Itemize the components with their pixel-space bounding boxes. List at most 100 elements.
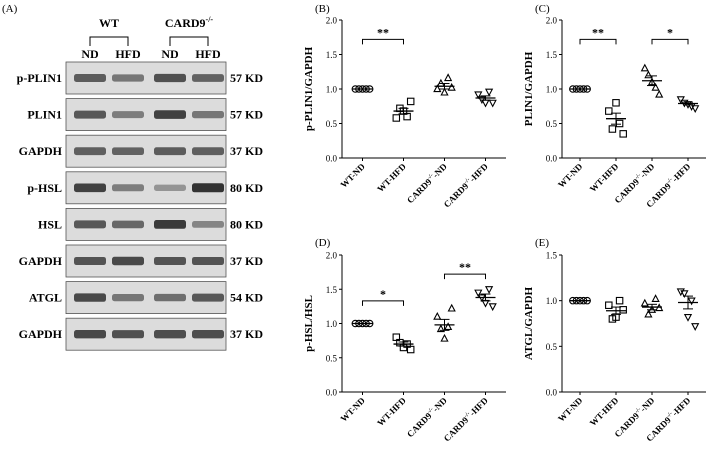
x-tick-label-text: -HFD: [467, 395, 490, 418]
blot-band: [154, 110, 186, 119]
blot-group-name: CARD9: [165, 16, 206, 30]
data-point-triangle-up: [655, 89, 664, 98]
data-point-triangle-down: [484, 88, 494, 97]
blot-row-kd: 54 KD: [230, 291, 263, 305]
blot-lane-label: HFD: [195, 47, 221, 61]
blot-band: [74, 183, 106, 193]
blot-group-bracket: [169, 36, 209, 46]
blot-band: [112, 111, 144, 119]
y-tick-label: 2.0: [546, 16, 558, 26]
blot-band: [192, 147, 224, 156]
significance-bracket: [579, 38, 617, 45]
x-tick-label-superscript: -/-: [666, 411, 674, 419]
x-tick-label: WT-ND: [556, 161, 585, 190]
data-point-triangle-down: [481, 99, 490, 108]
blot-row-label: ATGL: [29, 291, 62, 305]
x-tick-label-superscript: -/-: [634, 407, 642, 415]
data-point-square: [615, 296, 624, 305]
blot-row-kd: 80 KD: [230, 217, 263, 231]
blot-row-kd: 57 KD: [230, 108, 263, 122]
blot-band: [192, 330, 224, 339]
blot-band: [112, 330, 144, 339]
x-tick-label: WT-ND: [338, 395, 367, 424]
y-tick-label: 0.5: [326, 353, 338, 363]
x-tick-label-text: -HFD: [670, 161, 693, 184]
blot-band: [154, 184, 186, 191]
data-point-triangle-down: [474, 289, 483, 298]
blot-band: [154, 330, 186, 339]
blot-row-label: HSL: [38, 217, 62, 231]
data-point-triangle-down: [691, 105, 700, 114]
data-point-square: [612, 99, 620, 107]
data-point-triangle-down: [680, 290, 689, 299]
blot-group-label: WT: [99, 16, 119, 30]
blot-band: [154, 147, 186, 156]
y-tick-label: 1.0: [326, 85, 338, 95]
blot-band: [112, 294, 144, 302]
data-point-triangle-down: [683, 313, 693, 322]
blot-row-label: GAPDH: [19, 254, 63, 268]
x-tick-label: WT-HFD: [375, 395, 408, 428]
data-point-triangle-up: [433, 311, 442, 320]
blot-band: [74, 293, 106, 302]
data-point-triangle-down: [488, 303, 497, 312]
y-tick-label: 1.5: [326, 50, 338, 60]
blot-group-name: WT: [99, 16, 119, 30]
y-tick-label: 0.0: [546, 388, 558, 398]
x-tick-label: WT-ND: [338, 161, 367, 190]
data-point-triangle-up: [447, 82, 456, 91]
panel-label-e: (E): [535, 237, 549, 249]
data-point-triangle-up: [443, 73, 453, 82]
data-point-triangle-up: [447, 303, 456, 312]
significance-bracket: [651, 38, 689, 45]
x-tick-label: CARD9-/--HFD: [442, 161, 491, 210]
data-point-triangle-down: [488, 99, 497, 108]
blot-band: [192, 183, 224, 193]
data-point-square: [406, 97, 415, 106]
blot-group-bracket: [89, 36, 129, 46]
x-tick-label: WT-ND: [556, 395, 585, 424]
data-point-square: [605, 301, 613, 309]
x-tick-label-text: -HFD: [670, 395, 693, 418]
y-tick-label: 0.0: [326, 388, 338, 398]
blot-band: [154, 256, 186, 266]
blot-lane-label: ND: [81, 47, 99, 61]
blot-band: [74, 110, 106, 119]
y-axis-label: p-HSL/HSL: [303, 295, 315, 352]
blot-band: [154, 73, 186, 83]
blot-band: [112, 256, 144, 266]
x-tick-label: CARD9-/--ND: [405, 395, 449, 439]
data-point-square: [615, 119, 624, 128]
x-tick-label-superscript: -/-: [666, 177, 674, 185]
blot-row-label: p-PLIN1: [17, 71, 62, 85]
blot-row-label: PLIN1: [27, 108, 62, 122]
significance-label: **: [592, 25, 604, 39]
y-tick-label: 0.0: [326, 154, 338, 164]
data-point-square: [619, 306, 627, 314]
blot-band: [192, 256, 224, 266]
blot-band: [74, 147, 106, 156]
data-point-triangle-up: [443, 322, 453, 331]
blot-row-kd: 80 KD: [230, 181, 263, 195]
panel-label-d: (D): [315, 237, 331, 249]
panel-label-c: (C): [535, 3, 550, 15]
data-point-square: [619, 130, 627, 138]
data-point-triangle-down: [474, 91, 483, 100]
significance-label: **: [377, 25, 389, 39]
data-point-triangle-up: [440, 333, 449, 342]
x-tick-label: WT-HFD: [588, 395, 621, 428]
x-tick-label-superscript: -/-: [427, 407, 435, 415]
significance-label: **: [459, 260, 471, 274]
blot-band: [74, 256, 106, 266]
blot-band: [192, 74, 224, 82]
x-tick-label-superscript: -/-: [463, 411, 471, 419]
data-point-square: [406, 345, 415, 354]
x-tick-label-superscript: -/-: [427, 173, 435, 181]
y-tick-label: 1.5: [546, 50, 558, 60]
data-point-square: [608, 125, 617, 133]
x-tick-label: CARD9-/--ND: [405, 161, 449, 205]
x-tick-label-superscript: -/-: [463, 177, 471, 185]
